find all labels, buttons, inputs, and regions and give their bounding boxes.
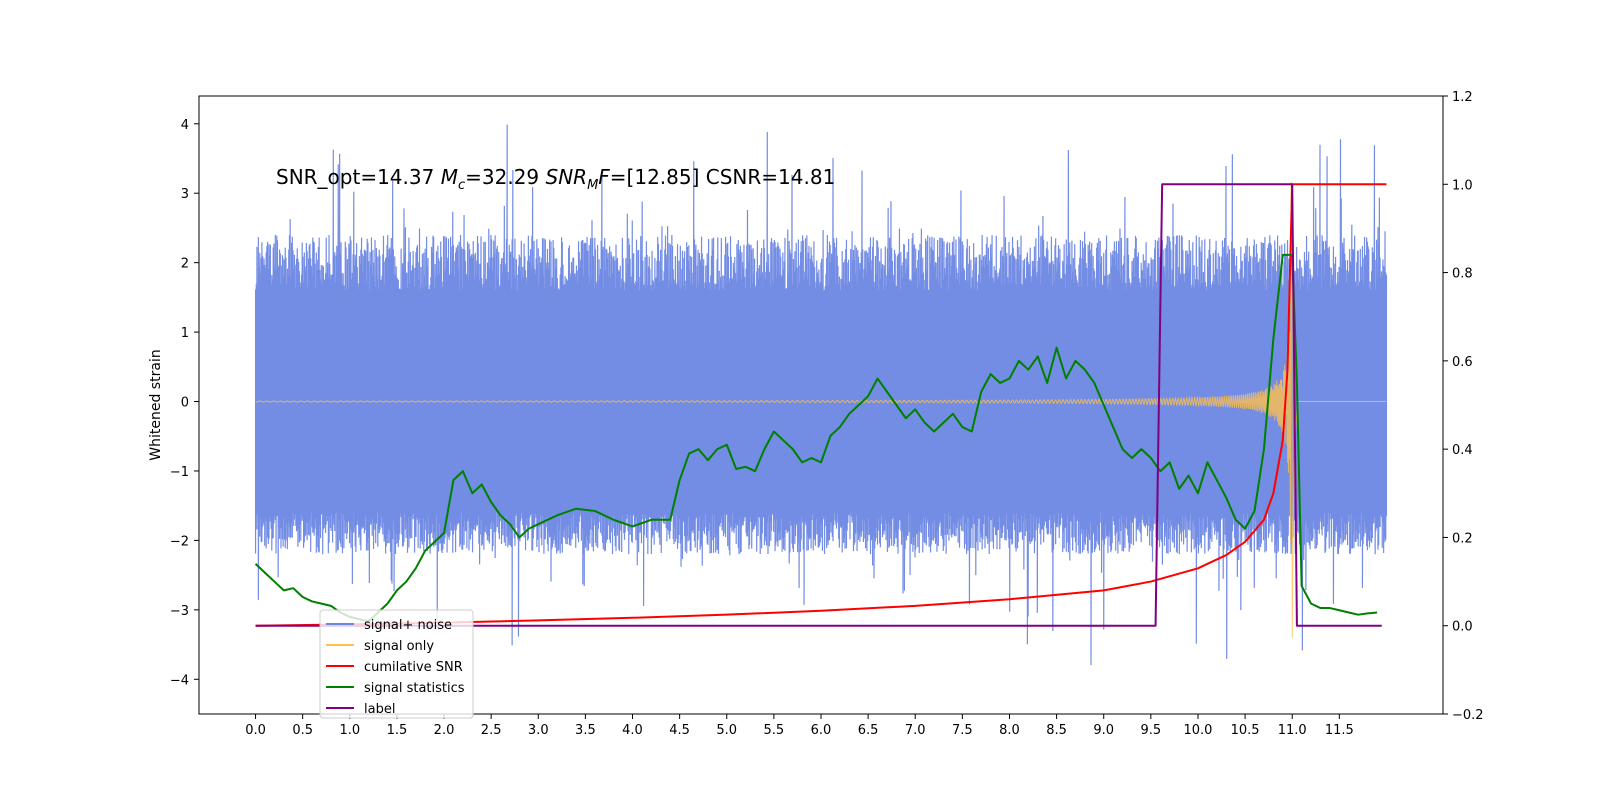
legend-label: signal+ noise xyxy=(364,618,452,633)
x-tick-label: 2.0 xyxy=(434,723,455,738)
signal-statistics-line xyxy=(254,253,1378,623)
x-tick-label: 10.5 xyxy=(1231,723,1260,738)
annotation-part: M xyxy=(587,178,598,193)
x-tick-label: 1.5 xyxy=(387,723,408,738)
legend-label: cumilative SNR xyxy=(364,660,463,675)
y2-tick-label: 0.8 xyxy=(1452,267,1473,282)
x-tick-label: 11.0 xyxy=(1278,723,1307,738)
x-tick-label: 10.0 xyxy=(1183,723,1212,738)
y-tick-label: 3 xyxy=(181,187,189,202)
y2-tick-label: 0.6 xyxy=(1452,355,1473,370)
signal-noise-line xyxy=(254,124,1388,666)
annotation-part: F xyxy=(598,165,610,189)
x-tick-label: 8.0 xyxy=(999,723,1020,738)
y2-tick-label: 0.4 xyxy=(1452,443,1473,458)
annotation-part: =[12.85] CSNR=14.81 xyxy=(610,165,836,189)
x-tick-label: 5.0 xyxy=(716,723,737,738)
y2-tick-label: 1.0 xyxy=(1452,178,1473,193)
x-axis-ticks: 0.0 0.5 1.0 1.5 2.0 2.5 3.0 3.5 4.0 4.5 5.0 5.5 6.0 6… xyxy=(245,714,1354,738)
x-tick-label: 7.0 xyxy=(905,723,926,738)
x-tick-label: 0.0 xyxy=(245,723,266,738)
y-axis-label: Whitened strain xyxy=(148,349,164,460)
legend-label: signal statistics xyxy=(364,681,465,696)
y-tick-label: −1 xyxy=(170,465,189,480)
x-tick-label: 1.0 xyxy=(339,723,360,738)
y2-tick-label: 0.0 xyxy=(1452,620,1473,635)
y2-tick-label: −0.2 xyxy=(1452,708,1484,723)
y-tick-label: 2 xyxy=(181,257,189,272)
annotation-part: =32.29 xyxy=(465,165,545,189)
x-tick-label: 6.5 xyxy=(858,723,879,738)
x-tick-label: 9.0 xyxy=(1093,723,1114,738)
x-tick-label: 6.0 xyxy=(811,723,832,738)
stats-annotation: SNR_opt=14.37 Mc=32.29 SNRMF=[12.85] CSN… xyxy=(276,165,835,193)
y-tick-label: 1 xyxy=(181,326,189,341)
x-tick-label: 5.5 xyxy=(764,723,785,738)
x-tick-label: 3.5 xyxy=(575,723,596,738)
x-tick-label: 4.5 xyxy=(669,723,690,738)
annotation-part: SNR xyxy=(546,165,588,189)
x-tick-label: 11.5 xyxy=(1325,723,1354,738)
y2-tick-label: 0.2 xyxy=(1452,531,1473,546)
signal-only-line xyxy=(255,181,1387,638)
legend-box xyxy=(319,609,474,719)
series-layer xyxy=(254,124,1388,666)
y-axis-ticks: 4 3 2 1 0 −1 −2 −3 −4 xyxy=(170,118,199,688)
legend-label: label xyxy=(364,702,395,717)
legend-label: signal only xyxy=(364,639,434,654)
x-tick-label: 3.0 xyxy=(528,723,549,738)
y2-axis-ticks: 1.2 1.0 0.8 0.6 0.4 0.2 0.0 −0.2 xyxy=(1443,90,1484,723)
y-tick-label: −3 xyxy=(170,604,189,619)
y2-tick-label: 1.2 xyxy=(1452,90,1473,105)
legend: signal+ noise signal only cumilative SNR si… xyxy=(319,609,474,719)
y-tick-label: 0 xyxy=(181,396,189,411)
x-tick-label: 9.5 xyxy=(1141,723,1162,738)
x-tick-label: 7.5 xyxy=(952,723,973,738)
x-tick-label: 4.0 xyxy=(622,723,643,738)
annotation-part: c xyxy=(458,178,465,193)
cumilative-snr-line xyxy=(255,183,1387,627)
annotation-part: SNR_opt=14.37 xyxy=(276,165,441,189)
x-tick-label: 2.5 xyxy=(481,723,502,738)
label-line xyxy=(255,183,1382,627)
y-tick-label: 4 xyxy=(181,118,189,133)
y-tick-label: −4 xyxy=(170,673,189,688)
x-tick-label: 8.5 xyxy=(1046,723,1067,738)
x-tick-label: 0.5 xyxy=(292,723,313,738)
y-tick-label: −2 xyxy=(170,534,189,549)
annotation-part: M xyxy=(441,165,458,189)
